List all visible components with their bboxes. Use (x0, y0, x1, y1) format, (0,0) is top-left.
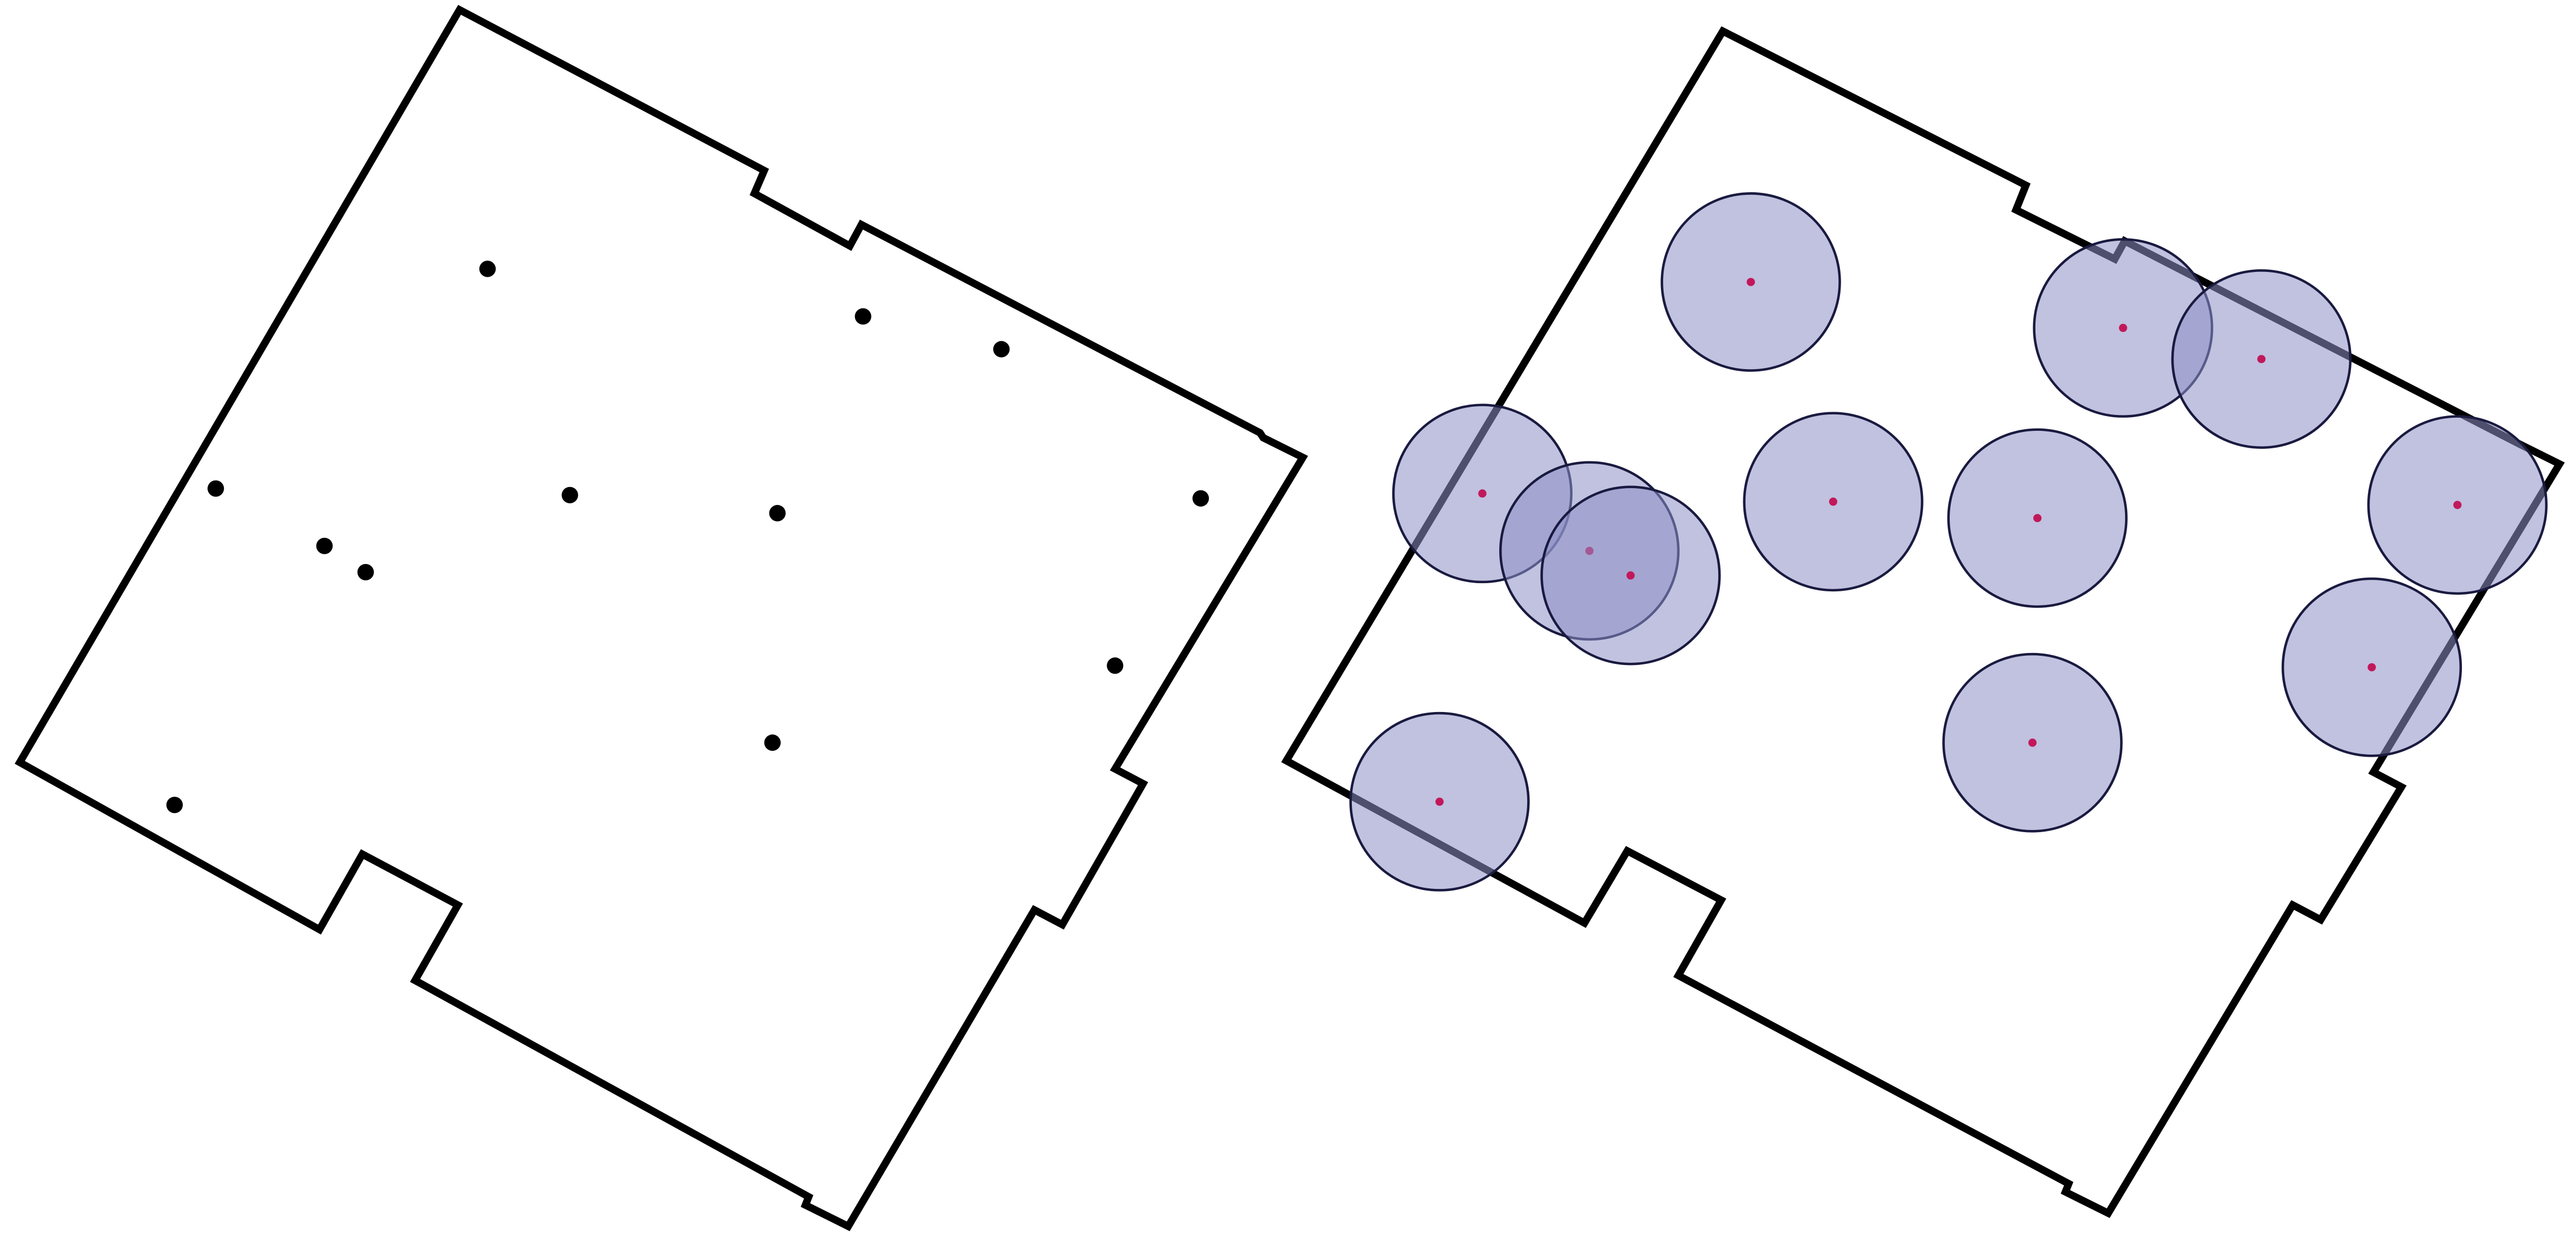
site-point (166, 797, 183, 814)
point-buffer (2281, 577, 2462, 757)
buffer-center (1478, 489, 1487, 498)
point-buffers (1349, 192, 2548, 892)
site-point (993, 341, 1010, 358)
site-point (764, 734, 781, 751)
site-point (769, 505, 786, 521)
buffer-center (2367, 663, 2376, 672)
point-buffer (1540, 485, 1721, 666)
buffer-center (1747, 277, 1755, 286)
buffer-center (2033, 514, 2042, 523)
point-buffer (2367, 415, 2548, 595)
point-buffer (1743, 412, 1924, 592)
buffer-center (2453, 501, 2462, 509)
site-point (1107, 657, 1124, 674)
buffer-center (1435, 797, 1444, 806)
buffer-center (2257, 355, 2266, 364)
buffer-center (2118, 324, 2127, 333)
buffers-panel (1281, 26, 2565, 1218)
buffer-center (2028, 738, 2037, 747)
site-point (357, 563, 374, 580)
points-panel (14, 5, 1308, 1231)
buffer-center (1829, 497, 1838, 506)
point-buffer (1947, 428, 2128, 608)
site-point (316, 537, 333, 554)
site-point (479, 260, 496, 277)
buffer-center (1626, 571, 1635, 580)
point-buffer (1942, 652, 2123, 833)
site-point (207, 480, 224, 497)
site-point (1192, 490, 1209, 507)
left-boundary-polygon (14, 5, 1308, 1231)
site-point (561, 486, 578, 503)
site-point (854, 308, 871, 325)
site-points (166, 260, 1209, 814)
point-buffer (1349, 711, 1530, 892)
point-buffer (1660, 192, 1841, 372)
point-buffer (2171, 269, 2352, 449)
